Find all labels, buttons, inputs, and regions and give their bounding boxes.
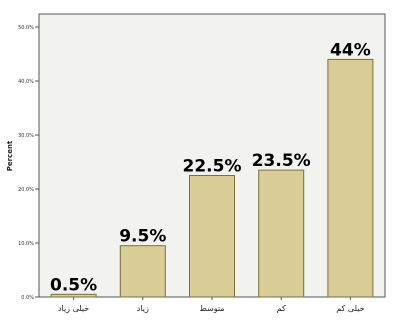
bar bbox=[189, 175, 235, 298]
y-tick-label: 20.0% bbox=[18, 187, 34, 193]
bars bbox=[50, 58, 374, 298]
data-label: 0.5% bbox=[50, 275, 97, 295]
data-label: 22.5% bbox=[183, 157, 242, 177]
bar bbox=[258, 169, 305, 298]
y-tick-label: 30.0% bbox=[18, 133, 34, 139]
data-label: 9.5% bbox=[119, 227, 166, 247]
y-tick-label: 0.0% bbox=[21, 295, 34, 301]
y-axis-ticks: 0.0% 10.0% 20.0% 30.0% 40.0% 50.0% bbox=[18, 25, 39, 301]
y-tick-label: 40.0% bbox=[18, 79, 34, 85]
data-labels: 0.5% 9.5% 22.5% 23.5% 44% bbox=[50, 40, 371, 295]
bar bbox=[119, 245, 166, 298]
data-label: 23.5% bbox=[252, 151, 311, 171]
bar bbox=[327, 58, 374, 298]
y-tick-label: 10.0% bbox=[18, 241, 34, 247]
x-category-label: خیلی کم bbox=[336, 304, 364, 313]
y-axis-label: Percent bbox=[6, 140, 14, 171]
x-category-label: متوسط bbox=[199, 304, 224, 313]
x-category-label: کم bbox=[277, 304, 286, 313]
y-tick-label: 50.0% bbox=[18, 25, 34, 31]
x-category-label: خیلی زیاد bbox=[58, 304, 89, 313]
data-label: 44% bbox=[330, 40, 371, 60]
x-category-label: زیاد bbox=[137, 304, 149, 313]
x-axis-categories: خیلی زیاد زیاد متوسط کم خیلی کم bbox=[58, 297, 365, 313]
